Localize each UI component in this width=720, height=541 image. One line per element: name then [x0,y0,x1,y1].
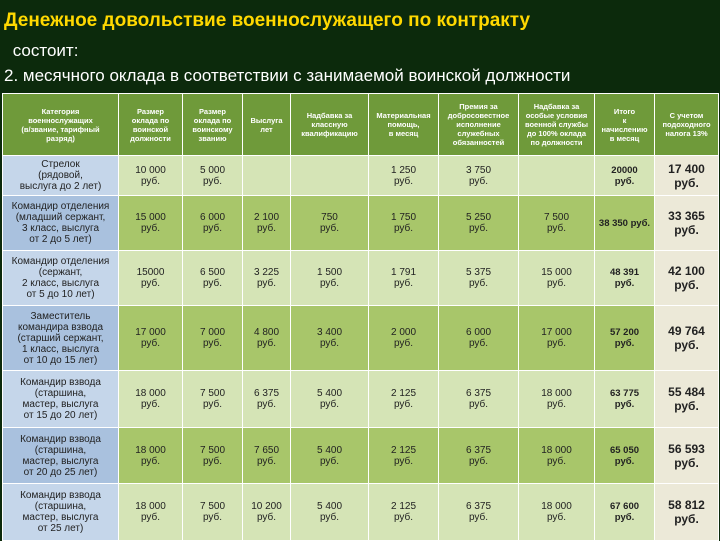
value-cell: 2 125 руб. [368,483,439,541]
value-cell [290,155,369,196]
category-cell: Командир взвода (старшина, мастер, выслу… [2,370,119,428]
value-cell [242,155,291,196]
column-header: Премия за добросовестное исполнение служ… [438,93,519,156]
value-cell: 18 000 руб. [118,427,183,484]
column-header: Материальная помощь, в месяц [368,93,439,156]
value-cell: 2 125 руб. [368,427,439,484]
column-header: Выслуга лет [242,93,291,156]
value-cell: 7 500 руб. [182,370,243,428]
value-cell: 18 000 руб. [118,370,183,428]
value-cell: 2 100 руб. [242,195,291,251]
value-cell: 10 000 руб. [118,155,183,196]
value-cell: 20000 руб. [594,155,655,196]
value-cell: 58 812 руб. [654,483,719,541]
value-cell: 42 100 руб. [654,250,719,306]
value-cell: 63 775 руб. [594,370,655,428]
value-cell: 5 400 руб. [290,483,369,541]
value-cell: 6 375 руб. [438,370,519,428]
column-header: Итого к начислению в месяц [594,93,655,156]
subtitle: состоит: [8,41,79,60]
value-cell: 750 руб. [290,195,369,251]
value-cell: 6 375 руб. [438,483,519,541]
value-cell: 17 000 руб. [518,305,595,371]
value-cell: 3 400 руб. [290,305,369,371]
column-header: Надбавка за особые условия военной служб… [518,93,595,156]
value-cell: 10 200 руб. [242,483,291,541]
column-header: Размер оклада по воинской должности [118,93,183,156]
value-cell: 1 250 руб. [368,155,439,196]
value-cell: 55 484 руб. [654,370,719,428]
value-cell: 1 791 руб. [368,250,439,306]
value-cell: 5 250 руб. [438,195,519,251]
header-row: Категория военнослужащих (в/звание, тари… [2,93,719,156]
value-cell: 3 750 руб. [438,155,519,196]
table-row: Стрелок (рядовой, выслуга до 2 лет) 10 00… [2,155,719,196]
column-header: Надбавка за классную квалификацию [290,93,369,156]
value-cell: 18 000 руб. [518,483,595,541]
value-cell: 57 200 руб. [594,305,655,371]
value-cell: 4 800 руб. [242,305,291,371]
column-header: Категория военнослужащих (в/звание, тари… [2,93,119,156]
category-cell: Командир взвода (старшина, мастер, выслу… [2,427,119,484]
value-cell: 18 000 руб. [518,370,595,428]
value-cell: 1 750 руб. [368,195,439,251]
table-row: Командир взвода (старшина, мастер, выслу… [2,370,719,428]
value-cell: 2 000 руб. [368,305,439,371]
value-cell: 1 500 руб. [290,250,369,306]
value-cell: 17 000 руб. [118,305,183,371]
category-cell: Командир взвода (старшина, мастер, выслу… [2,483,119,541]
category-cell: Заместитель командира взвода (старший се… [2,305,119,371]
value-cell: 49 764 руб. [654,305,719,371]
value-cell: 56 593 руб. [654,427,719,484]
value-cell: 5 000 руб. [182,155,243,196]
value-cell: 33 365 руб. [654,195,719,251]
value-cell: 6 375 руб. [438,427,519,484]
table-row: Командир взвода (старшина, мастер, выслу… [2,483,719,541]
value-cell: 18 000 руб. [518,427,595,484]
table-row: Командир взвода (старшина, мастер, выслу… [2,427,719,484]
category-cell: Стрелок (рядовой, выслуга до 2 лет) [2,155,119,196]
value-cell: 5 400 руб. [290,370,369,428]
value-cell: 6 375 руб. [242,370,291,428]
value-cell: 15 000 руб. [518,250,595,306]
value-cell: 3 225 руб. [242,250,291,306]
value-cell: 38 350 руб. [594,195,655,251]
value-cell: 5 400 руб. [290,427,369,484]
category-cell: Командир отделения (сержант, 2 класс, вы… [2,250,119,306]
table-row: Заместитель командира взвода (старший се… [2,305,719,371]
value-cell: 48 391 руб. [594,250,655,306]
value-cell: 65 050 руб. [594,427,655,484]
value-cell: 2 125 руб. [368,370,439,428]
category-cell: Командир отделения (младший сержант, 3 к… [2,195,119,251]
value-cell: 6 500 руб. [182,250,243,306]
value-cell: 17 400 руб. [654,155,719,196]
salary-table: Категория военнослужащих (в/звание, тари… [2,93,719,541]
table-row: Командир отделения (младший сержант, 3 к… [2,195,719,251]
value-cell: 15 000 руб. [118,195,183,251]
value-cell: 18 000 руб. [118,483,183,541]
value-cell: 7 650 руб. [242,427,291,484]
value-cell: 7 500 руб. [182,483,243,541]
point: 2. месячного оклада в соответствии с зан… [4,66,571,85]
value-cell: 7 500 руб. [182,427,243,484]
value-cell [518,155,595,196]
value-cell: 7 500 руб. [518,195,595,251]
value-cell: 5 375 руб. [438,250,519,306]
value-cell: 15000 руб. [118,250,183,306]
value-cell: 6 000 руб. [182,195,243,251]
value-cell: 67 600 руб. [594,483,655,541]
column-header: С учетом подоходного налога 13% [654,93,719,156]
value-cell: 7 000 руб. [182,305,243,371]
title: Денежное довольствие военнослужащего по … [4,10,531,31]
column-header: Размер оклада по воинскому званию [182,93,243,156]
table-row: Командир отделения (сержант, 2 класс, вы… [2,250,719,306]
value-cell: 6 000 руб. [438,305,519,371]
